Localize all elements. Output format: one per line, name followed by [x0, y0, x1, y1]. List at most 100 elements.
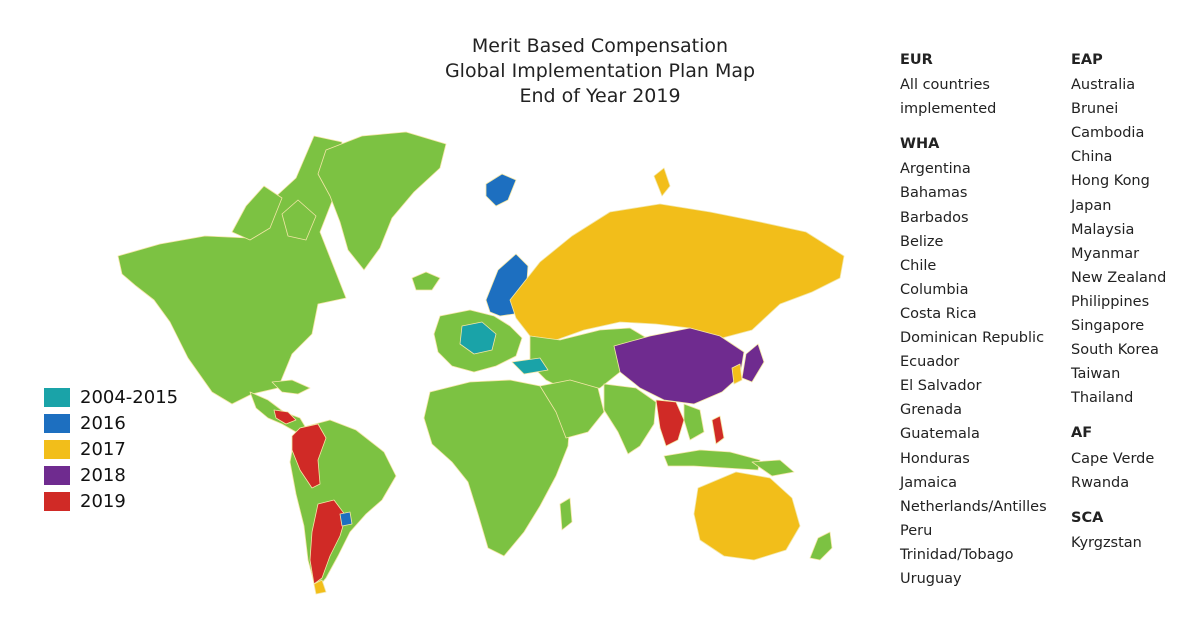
legend-label: 2016: [80, 412, 126, 434]
region-wha-country: Honduras: [900, 450, 970, 467]
region-sca: SCA Kyrgzstan: [1071, 506, 1166, 555]
legend-swatch: [44, 387, 70, 407]
title-line-1: Merit Based Compensation: [471, 35, 729, 57]
svalbard-2016: [485, 173, 517, 207]
novaya-zemlya-2017: [653, 167, 671, 197]
region-eap-country: Malaysia: [1071, 221, 1135, 238]
region-af-country: Cape Verde: [1071, 450, 1155, 467]
indochina: [683, 403, 705, 441]
greenland: [317, 131, 447, 271]
region-column-right: EAP Australia Brunei Cambodia China Hong…: [1071, 48, 1166, 566]
legend-swatch: [44, 413, 70, 433]
legend-label: 2019: [80, 490, 126, 512]
region-wha: WHA Argentina Bahamas Barbados Belize Ch…: [900, 132, 1047, 591]
region-eur: EUR All countries implemented: [900, 48, 1047, 121]
region-wha-country: Chile: [900, 257, 937, 274]
region-wha-country: Uruguay: [900, 570, 962, 587]
madagascar: [559, 497, 573, 531]
region-eap-country: Japan: [1071, 197, 1112, 214]
region-eap-country: Philippines: [1071, 293, 1150, 310]
region-wha-country: Guatemala: [900, 426, 980, 443]
north-america-landmass: [117, 135, 347, 405]
region-wha-country: Bahamas: [900, 185, 968, 202]
turkey-2004-2015: [511, 357, 549, 375]
region-eap-country: Singapore: [1071, 318, 1145, 335]
legend-swatch: [44, 439, 70, 459]
caribbean-islands: [271, 379, 311, 395]
uruguay-2016: [339, 511, 353, 527]
region-wha-country: Jamaica: [900, 474, 958, 491]
region-eap-country: Australia: [1071, 77, 1136, 94]
legend-item-2018: 2018: [44, 462, 178, 488]
region-eap: EAP Australia Brunei Cambodia China Hong…: [1071, 48, 1166, 410]
region-wha-country: Trinidad/Tobago: [900, 546, 1014, 563]
southern-tip-2017: [313, 579, 327, 595]
philippines-2019: [711, 415, 725, 445]
andes-countries-2019: [291, 423, 327, 489]
region-af-heading: AF: [1071, 425, 1093, 442]
region-sca-heading: SCA: [1071, 509, 1104, 526]
legend-item-2016: 2016: [44, 410, 178, 436]
region-sca-country: Kyrgzstan: [1071, 534, 1142, 551]
central-america-2019: [273, 409, 297, 425]
africa: [423, 379, 571, 557]
region-eap-country: South Korea: [1071, 342, 1159, 359]
south-asia: [603, 383, 657, 455]
legend-swatch: [44, 491, 70, 511]
japan-2018: [741, 343, 765, 383]
region-wha-country: Grenada: [900, 402, 962, 419]
indonesia: [663, 449, 761, 471]
legend-item-2004-2015: 2004-2015: [44, 384, 178, 410]
region-wha-heading: WHA: [900, 136, 940, 153]
region-eap-country: Thailand: [1071, 390, 1134, 407]
region-eap-country: Taiwan: [1071, 366, 1121, 383]
region-eur-line: implemented: [900, 101, 997, 118]
world-map: [117, 131, 845, 595]
region-wha-country: El Salvador: [900, 378, 982, 395]
region-column-left: EUR All countries implemented WHA Argent…: [900, 48, 1047, 602]
region-wha-country: Barbados: [900, 209, 969, 226]
legend-label: 2018: [80, 464, 126, 486]
europe-2004-2015: [459, 321, 497, 355]
middle-east: [539, 379, 605, 439]
region-wha-country: Dominican Republic: [900, 330, 1045, 347]
region-wha-country: Belize: [900, 233, 944, 250]
region-af-country: Rwanda: [1071, 474, 1130, 491]
region-wha-country: Argentina: [900, 161, 971, 178]
region-eur-heading: EUR: [900, 52, 933, 68]
region-eap-country: Brunei: [1071, 101, 1119, 118]
legend-swatch: [44, 465, 70, 485]
region-eur-line: All countries: [900, 77, 990, 94]
korea-2017: [731, 363, 743, 385]
new-guinea: [751, 459, 795, 477]
region-eap-country: Hong Kong: [1071, 173, 1150, 190]
region-eap-country: China: [1071, 149, 1113, 166]
legend-item-2017: 2017: [44, 436, 178, 462]
china-2018: [613, 327, 745, 405]
baffin-island: [281, 199, 317, 241]
legend: 2004-2015 2016 2017 2018 2019: [44, 384, 178, 514]
russia-2017: [509, 203, 845, 341]
chile-argentina-2019: [309, 499, 347, 585]
new-zealand: [809, 531, 833, 561]
region-wha-country: Netherlands/Antilles: [900, 498, 1047, 515]
region-eap-heading: EAP: [1071, 52, 1103, 68]
region-eap-country: Cambodia: [1071, 125, 1145, 142]
region-wha-country: Costa Rica: [900, 305, 977, 322]
region-wha-country: Ecuador: [900, 354, 960, 371]
region-af: AF Cape Verde Rwanda: [1071, 421, 1166, 494]
canadian-arctic-islands: [231, 185, 283, 241]
region-wha-country: Peru: [900, 522, 933, 539]
southeast-asia-2019: [655, 399, 685, 447]
legend-label: 2017: [80, 438, 126, 460]
region-wha-country: Columbia: [900, 281, 969, 298]
title-line-2: Global Implementation Plan Map: [444, 60, 756, 82]
legend-label: 2004-2015: [80, 386, 179, 408]
australia-2017: [693, 471, 801, 561]
legend-item-2019: 2019: [44, 488, 178, 514]
map-title: Merit Based Compensation Global Implemen…: [430, 34, 770, 109]
region-eap-country: New Zealand: [1071, 269, 1167, 286]
title-line-3: End of Year 2019: [519, 85, 681, 107]
iceland: [411, 271, 441, 291]
region-eap-country: Myanmar: [1071, 245, 1140, 262]
